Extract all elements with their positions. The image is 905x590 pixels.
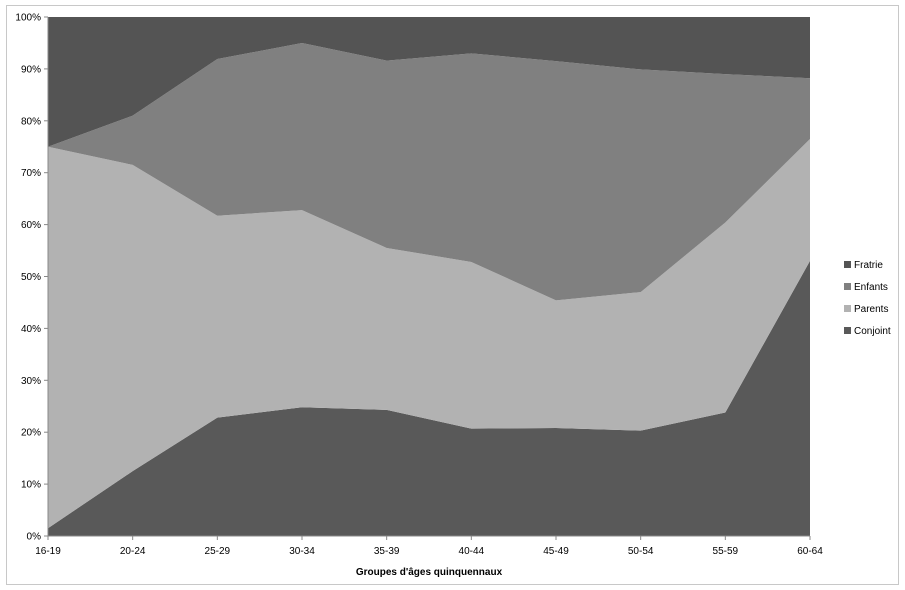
x-axis-ticks: 16-19 20-24 25-29 30-34 35-39 40-44 45-49 50-54… <box>35 536 823 557</box>
x-tick-label: 50-54 <box>628 546 654 557</box>
legend-swatch-fratrie <box>844 261 851 268</box>
y-axis-ticks: 0% 10% 20% 30% 40% 50% 60% 70% 80% 90% 100% <box>15 13 48 543</box>
legend-swatch-enfants <box>844 283 851 290</box>
legend-swatch-conjoint <box>844 327 851 334</box>
area-enfants <box>48 42 810 301</box>
legend-swatch-parents <box>844 305 851 312</box>
y-tick-label: 40% <box>21 324 41 335</box>
area-series-group <box>48 17 810 536</box>
area-fratrie <box>48 17 810 147</box>
area-conjoint <box>48 260 810 536</box>
x-tick-label: 60-64 <box>797 546 823 557</box>
chart-frame <box>6 5 899 585</box>
y-tick-label: 60% <box>21 220 41 231</box>
x-tick-label: 55-59 <box>713 546 739 557</box>
x-tick-label: 16-19 <box>35 546 61 557</box>
y-tick-label: 80% <box>21 116 41 127</box>
legend: Fratrie Enfants Parents Conjoint <box>844 260 891 337</box>
x-tick-label: 45-49 <box>543 546 569 557</box>
legend-label-enfants: Enfants <box>854 282 888 293</box>
area-parents <box>48 138 810 529</box>
y-tick-label: 100% <box>15 13 41 24</box>
legend-label-conjoint: Conjoint <box>854 326 891 337</box>
y-tick-label: 20% <box>21 428 41 439</box>
x-tick-label: 30-34 <box>289 546 315 557</box>
x-tick-label: 20-24 <box>120 546 146 557</box>
legend-label-fratrie: Fratrie <box>854 260 883 271</box>
x-tick-label: 25-29 <box>205 546 231 557</box>
y-tick-label: 90% <box>21 64 41 75</box>
legend-label-parents: Parents <box>854 304 888 315</box>
y-tick-label: 70% <box>21 168 41 179</box>
x-axis-title: Groupes d'âges quinquennaux <box>356 567 503 578</box>
y-tick-label: 0% <box>27 532 42 543</box>
y-tick-label: 50% <box>21 272 41 283</box>
x-tick-label: 35-39 <box>374 546 400 557</box>
y-tick-label: 30% <box>21 376 41 387</box>
x-tick-label: 40-44 <box>459 546 485 557</box>
y-tick-label: 10% <box>21 480 41 491</box>
